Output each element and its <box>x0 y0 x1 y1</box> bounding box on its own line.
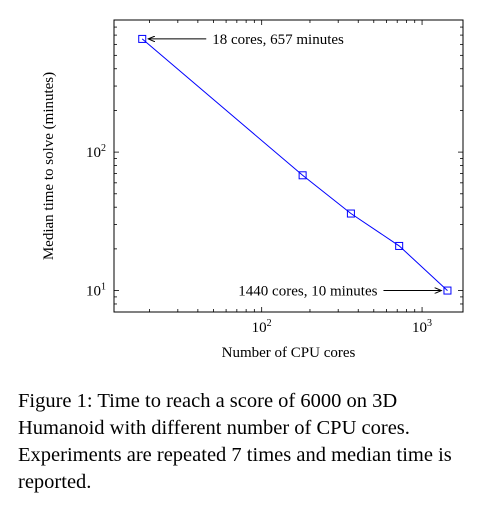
data-point <box>346 209 355 218</box>
series-group <box>138 34 452 295</box>
annotations: 18 cores, 657 minutes 1440 cores, 10 minu… <box>148 32 441 300</box>
y-tick-label: 102 <box>86 143 106 161</box>
y-tick-labels: 101 102 <box>86 143 106 299</box>
annotation-label: 18 cores, 657 minutes <box>212 32 344 48</box>
chart: 102 103 101 102 18 cores, 657 minutes 1440 … <box>41 19 464 361</box>
figure-caption: Figure 1: Time to reach a score of 6000 … <box>18 390 452 493</box>
x-tick-label: 102 <box>252 318 272 336</box>
x-axis-label: Number of CPU cores <box>222 345 356 361</box>
axis-ticks <box>114 19 463 313</box>
plot-frame <box>113 19 464 313</box>
data-point <box>443 286 452 295</box>
y-axis-label: Median time to solve (minutes) <box>41 72 57 260</box>
data-point <box>138 34 147 43</box>
data-point <box>298 171 307 180</box>
series-line <box>141 38 448 291</box>
data-point <box>395 241 404 250</box>
y-tick-label: 101 <box>86 282 106 300</box>
annotation-label: 1440 cores, 10 minutes <box>238 284 377 300</box>
x-tick-label: 103 <box>412 318 432 336</box>
x-tick-labels: 102 103 <box>252 318 432 336</box>
